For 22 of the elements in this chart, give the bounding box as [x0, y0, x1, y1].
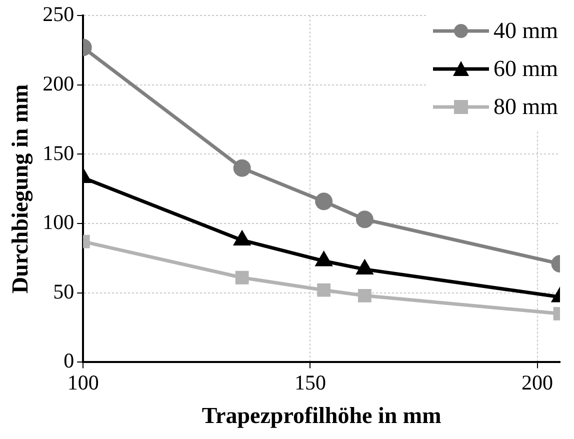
- point: [356, 260, 373, 275]
- y-tick-label: 100: [42, 210, 74, 234]
- point: [356, 210, 374, 228]
- point: [317, 283, 331, 297]
- y-tick-label: 200: [42, 71, 74, 96]
- y-axis-title: Durchbiegung in mm: [8, 84, 34, 294]
- x-tick-label: 150: [294, 370, 326, 394]
- point: [234, 231, 250, 246]
- y-tick-label: 50: [53, 279, 74, 304]
- point: [316, 252, 332, 266]
- legend-label: 40 mm: [493, 18, 558, 44]
- point: [233, 159, 251, 177]
- y-tick-label: 150: [42, 140, 74, 165]
- x-tick-label: 200: [522, 370, 554, 394]
- point: [235, 270, 249, 284]
- y-tick-label: 0: [64, 348, 74, 373]
- legend-label: 60 mm: [493, 56, 558, 82]
- legend-label: 80 mm: [493, 94, 558, 120]
- point: [315, 192, 333, 210]
- y-tick-label: 250: [42, 2, 74, 26]
- point: [358, 288, 372, 302]
- x-axis-title: Trapezprofilhöhe in mm: [202, 403, 442, 428]
